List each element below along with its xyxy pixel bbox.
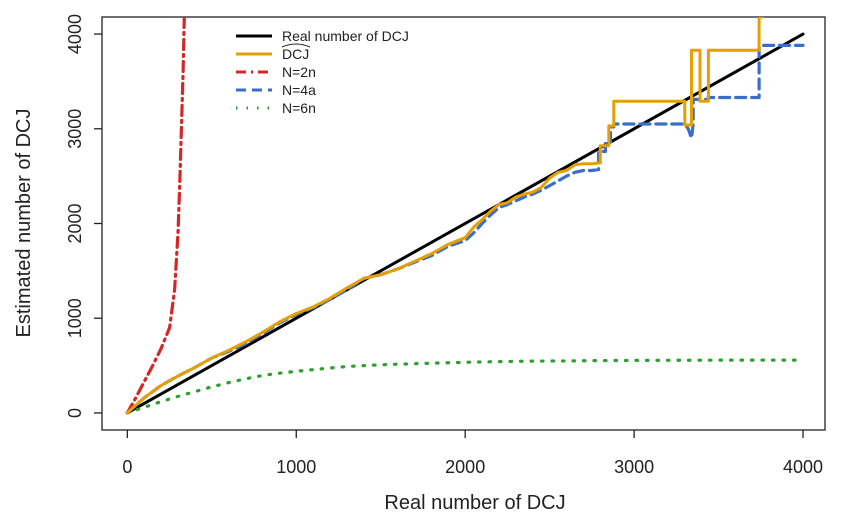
- x-axis-title: Real number of DCJ: [384, 492, 565, 514]
- y-tick-label: 4000: [65, 14, 85, 54]
- legend-label: Real number of DCJ: [282, 28, 409, 44]
- legend-label: N=4a: [282, 82, 316, 98]
- y-tick-label: 0: [65, 408, 85, 418]
- series-layer: [125, 17, 805, 415]
- series-line-dcj: [125, 17, 764, 415]
- x-tick-label: 4000: [783, 457, 823, 477]
- legend: Real number of DCJ DCJ N=2n N=4a N=6n: [236, 28, 409, 116]
- wide-hat-accent: [281, 43, 311, 48]
- legend-label: N=2n: [282, 64, 316, 80]
- y-tick-label: 1000: [65, 298, 85, 338]
- series-line-real-number-of-dcj: [125, 32, 805, 415]
- y-axis-title: Estimated number of DCJ: [13, 109, 35, 338]
- y-tick-label: 3000: [65, 109, 85, 149]
- legend-label: N=6n: [282, 100, 316, 116]
- series-line-n-2n: [125, 17, 186, 415]
- legend-label: DCJ: [282, 46, 309, 62]
- x-tick-label: 0: [122, 457, 132, 477]
- x-tick-label: 3000: [614, 457, 654, 477]
- axes-layer: 0 1000 2000 3000 4000 0 1000 2000 3000 4000: [65, 14, 823, 477]
- y-tick-label: 2000: [65, 203, 85, 243]
- series-line-n-6n: [125, 358, 805, 415]
- x-tick-label: 1000: [276, 457, 316, 477]
- x-tick-label: 2000: [445, 457, 485, 477]
